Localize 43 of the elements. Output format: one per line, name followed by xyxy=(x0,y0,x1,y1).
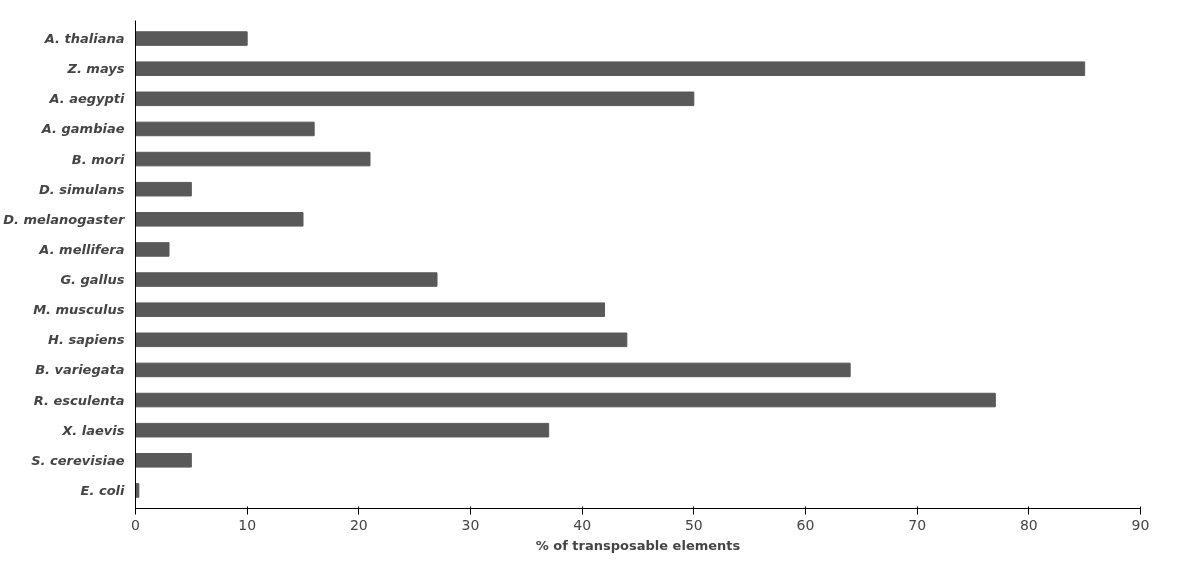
y-tick-label: X. laevis xyxy=(61,422,125,438)
bar xyxy=(135,242,170,257)
y-tick-label: G. gallus xyxy=(60,272,125,288)
x-tick-label: 60 xyxy=(796,516,815,533)
bar xyxy=(135,121,315,137)
y-tick-label: A. thaliana xyxy=(43,31,125,47)
bar xyxy=(135,272,438,287)
x-tick-label: 70 xyxy=(908,516,927,533)
y-tick-label: B. variegata xyxy=(35,362,125,378)
y-tick-label: S. cerevisiae xyxy=(31,452,125,468)
bar xyxy=(135,91,695,107)
bar xyxy=(135,212,304,227)
y-tick-label: A. mellifera xyxy=(38,241,125,257)
y-tick-label: D. melanogaster xyxy=(3,211,127,227)
bar xyxy=(135,453,192,468)
y-tick-label: A. gambiae xyxy=(40,121,125,137)
bar xyxy=(135,332,628,348)
y-tick-label: D. simulans xyxy=(39,181,125,197)
x-tick-label: 90 xyxy=(1131,516,1150,533)
x-tick-label: 10 xyxy=(238,516,257,533)
x-axis-title: % of transposable elements xyxy=(535,537,741,553)
y-tick-label: M. musculus xyxy=(33,302,125,318)
x-tick-label: 50 xyxy=(684,516,703,533)
x-tick-label: 20 xyxy=(349,516,368,533)
bar xyxy=(135,392,996,408)
bar xyxy=(135,483,140,498)
bar xyxy=(135,302,605,317)
x-tick-label: 80 xyxy=(1019,516,1038,533)
y-tick-label: R. esculenta xyxy=(33,392,125,408)
y-tick-label: E. coli xyxy=(80,482,126,498)
bar xyxy=(135,422,550,438)
x-tick-label: 0 xyxy=(131,516,140,533)
bar xyxy=(135,362,851,378)
bar xyxy=(135,61,1086,76)
y-tick-label: Z. mays xyxy=(66,61,125,77)
bar xyxy=(135,151,371,167)
x-tick-label: 40 xyxy=(573,516,592,533)
y-tick-label: H. sapiens xyxy=(48,332,125,348)
y-tick-label: B. mori xyxy=(71,151,126,167)
y-tick-label: A. aegypti xyxy=(48,91,126,107)
x-tick-label: 30 xyxy=(461,516,480,533)
bar xyxy=(135,31,248,46)
bar xyxy=(135,181,192,197)
